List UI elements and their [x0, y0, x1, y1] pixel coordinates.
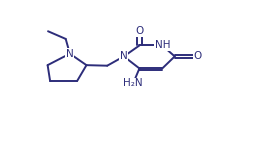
- Text: NH: NH: [155, 40, 170, 50]
- Text: O: O: [193, 51, 202, 61]
- Text: H₂N: H₂N: [123, 78, 143, 88]
- Text: N: N: [66, 49, 74, 59]
- Text: N: N: [120, 51, 128, 61]
- Text: O: O: [135, 26, 144, 36]
